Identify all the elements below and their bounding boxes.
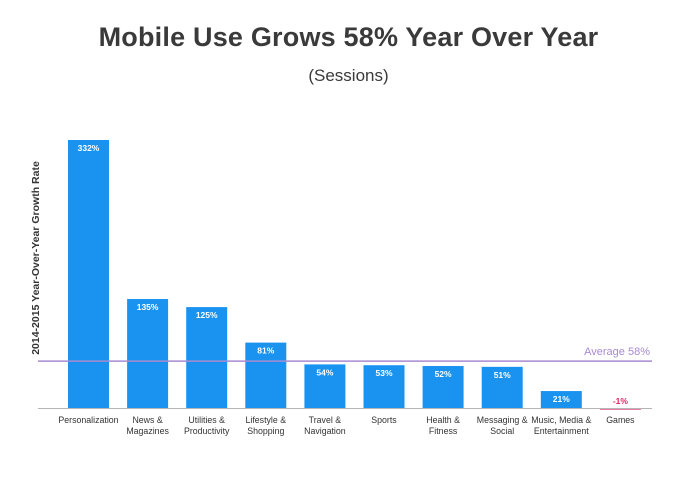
chart-title: Mobile Use Grows 58% Year Over Year (98, 22, 599, 52)
average-line-label: Average 58% (584, 346, 650, 358)
category-label-6-1: Fitness (429, 426, 458, 436)
category-label-3-0: Lifestyle & (246, 415, 287, 425)
category-label-8-1: Entertainment (534, 426, 589, 436)
value-label-6: 52% (435, 369, 452, 379)
bar-5 (363, 365, 405, 408)
category-label-7-1: Social (490, 426, 514, 436)
category-label-1-1: Magazines (126, 426, 169, 436)
category-label-3-1: Shopping (247, 426, 284, 436)
value-label-2: 125% (196, 310, 218, 320)
category-label-1-0: News & (132, 415, 162, 425)
value-label-5: 53% (375, 368, 392, 378)
category-label-9-0: Games (606, 415, 635, 425)
category-label-8-0: Music, Media & (531, 415, 591, 425)
value-label-7: 51% (494, 370, 511, 380)
category-label-2-1: Productivity (184, 426, 230, 436)
value-label-0: 332% (78, 143, 100, 153)
bar-3 (245, 342, 287, 408)
bar-4 (304, 364, 346, 408)
value-label-1: 135% (137, 302, 159, 312)
category-label-6-0: Health & (426, 415, 460, 425)
category-label-5-0: Sports (371, 415, 397, 425)
bar-7 (481, 366, 523, 408)
value-label-8: 21% (553, 394, 570, 404)
category-label-0-0: Personalization (58, 415, 118, 425)
category-label-7-0: Messaging & (477, 415, 528, 425)
value-label-9: -1% (613, 396, 629, 406)
value-label-3: 81% (257, 346, 274, 356)
category-label-4-1: Navigation (304, 426, 346, 436)
bar-8 (540, 391, 582, 408)
bar-0 (68, 140, 109, 408)
value-label-4: 54% (316, 367, 333, 377)
category-label-4-0: Travel & (309, 415, 342, 425)
bar-2 (186, 307, 228, 408)
category-label-2-0: Utilities & (188, 415, 225, 425)
bar-1 (127, 299, 169, 408)
chart-subtitle: (Sessions) (308, 66, 389, 85)
bar-6 (422, 366, 464, 408)
